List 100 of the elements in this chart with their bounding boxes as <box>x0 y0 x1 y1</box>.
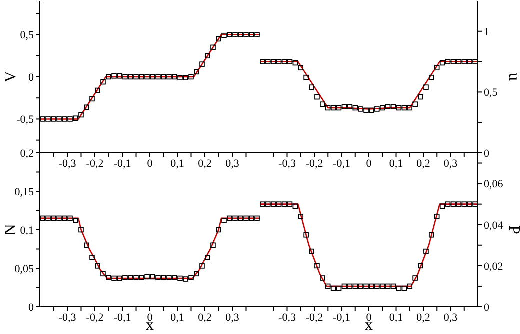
point <box>266 59 271 64</box>
point <box>249 216 254 222</box>
point <box>216 36 222 42</box>
point <box>462 202 468 207</box>
x-tick-label: -0,3 <box>278 158 296 170</box>
point <box>429 74 434 80</box>
point <box>100 271 106 277</box>
point <box>456 59 462 64</box>
point <box>304 232 309 238</box>
x-tick-label: 0,3 <box>444 158 458 170</box>
point <box>342 104 348 110</box>
point <box>112 276 117 282</box>
point <box>106 275 112 280</box>
point <box>390 104 396 110</box>
point <box>51 216 56 222</box>
y-tick-label: 0 <box>28 72 34 84</box>
point <box>407 105 413 111</box>
point <box>122 275 128 280</box>
point <box>364 108 369 114</box>
point <box>320 102 326 108</box>
point <box>254 32 260 38</box>
point <box>144 274 150 280</box>
point <box>292 60 298 66</box>
point <box>106 74 112 80</box>
point <box>84 242 90 248</box>
point <box>194 69 200 75</box>
x-tick-label: -0,3 <box>58 312 77 324</box>
x-tick-label: -0,2 <box>306 158 324 170</box>
point <box>161 275 166 280</box>
y2-tick-label: 0,06 <box>484 178 504 191</box>
point <box>216 227 222 233</box>
point <box>68 116 73 122</box>
point <box>424 84 429 90</box>
point <box>472 202 478 207</box>
point <box>232 32 238 38</box>
point <box>51 116 56 122</box>
point <box>309 84 314 90</box>
point <box>156 275 161 280</box>
point <box>462 59 468 64</box>
point <box>40 116 46 122</box>
point <box>418 94 424 100</box>
x-tick-label: -0,1 <box>333 312 350 324</box>
point <box>374 284 380 290</box>
point <box>117 74 122 79</box>
x-tick-label: 0,2 <box>416 312 430 324</box>
point <box>309 248 314 254</box>
point <box>472 59 478 64</box>
point <box>56 216 62 222</box>
x-tick-label: 0,1 <box>389 158 404 170</box>
point <box>40 216 46 222</box>
y2-axis-title: P <box>506 226 520 235</box>
point <box>424 248 429 254</box>
point <box>62 116 68 122</box>
point <box>210 44 216 50</box>
point <box>188 275 194 280</box>
x-tick-label: -0,1 <box>114 312 132 324</box>
y-tick-label: 0,05 <box>14 263 34 276</box>
point <box>276 202 282 207</box>
point <box>134 275 139 280</box>
point <box>336 286 342 292</box>
point <box>128 275 134 280</box>
point <box>282 202 288 207</box>
point <box>352 105 358 111</box>
x-tick-label: -0,3 <box>58 158 77 170</box>
point <box>390 284 396 290</box>
point <box>276 59 282 64</box>
point <box>445 59 451 64</box>
y-tick-label: 0,5 <box>20 30 34 42</box>
point <box>122 74 128 80</box>
point <box>320 276 326 281</box>
point <box>227 216 232 222</box>
x-tick-label: -0,2 <box>86 158 104 170</box>
x-tick-label: 0,1 <box>170 158 184 170</box>
point <box>112 74 117 79</box>
point <box>95 88 100 94</box>
point <box>232 216 238 222</box>
point <box>282 59 288 64</box>
point <box>347 284 353 290</box>
point <box>210 242 216 248</box>
point <box>445 202 451 207</box>
x-tick-label: 0,3 <box>226 312 240 324</box>
point <box>402 105 408 111</box>
point <box>298 214 304 220</box>
point <box>304 74 309 80</box>
point <box>222 32 227 38</box>
point <box>314 94 320 100</box>
point <box>440 204 446 210</box>
y-tick-label: 0 <box>28 302 34 314</box>
point <box>385 104 391 110</box>
point <box>139 275 144 280</box>
point <box>456 202 462 207</box>
point <box>249 32 254 38</box>
point <box>434 65 440 71</box>
point <box>73 116 78 122</box>
y2-axis-title: u <box>506 73 520 81</box>
point <box>100 79 106 85</box>
point <box>238 216 244 222</box>
x-tick-label: 0,2 <box>416 158 430 170</box>
point <box>330 105 336 111</box>
x-tick-label: 0,3 <box>444 312 458 324</box>
